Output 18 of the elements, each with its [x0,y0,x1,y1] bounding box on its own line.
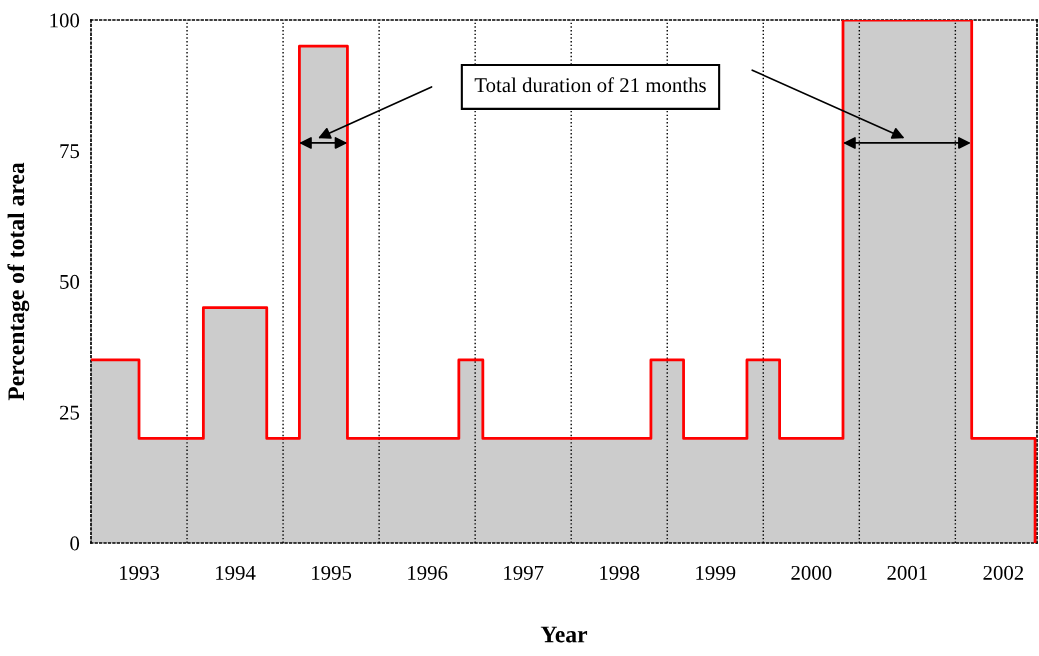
x-tick-label: 2001 [887,565,927,580]
x-axis-title: Year [540,626,588,643]
y-axis-title: Percentage of total area [7,162,30,401]
x-tick-label: 1995 [312,565,352,580]
y-tick-label: 0 [70,536,80,551]
x-tick-label: 1993 [120,565,160,580]
x-tick-label: 1998 [600,565,640,580]
x-tick-label: 1999 [696,565,736,580]
x-tick-label: 1994 [216,565,256,580]
annotation: Total duration of 21 months [474,77,706,93]
x-tick-label: 1997 [504,565,544,580]
y-tick-label: 50 [60,274,80,289]
x-tick-label: 1996 [408,565,448,580]
y-tick-label: 75 [60,144,80,159]
y-tick-label: 25 [59,405,80,420]
y-tick-label: 100 [50,13,80,28]
x-tick-label: 2002 [983,565,1024,580]
x-tick-label: 2000 [791,565,832,580]
